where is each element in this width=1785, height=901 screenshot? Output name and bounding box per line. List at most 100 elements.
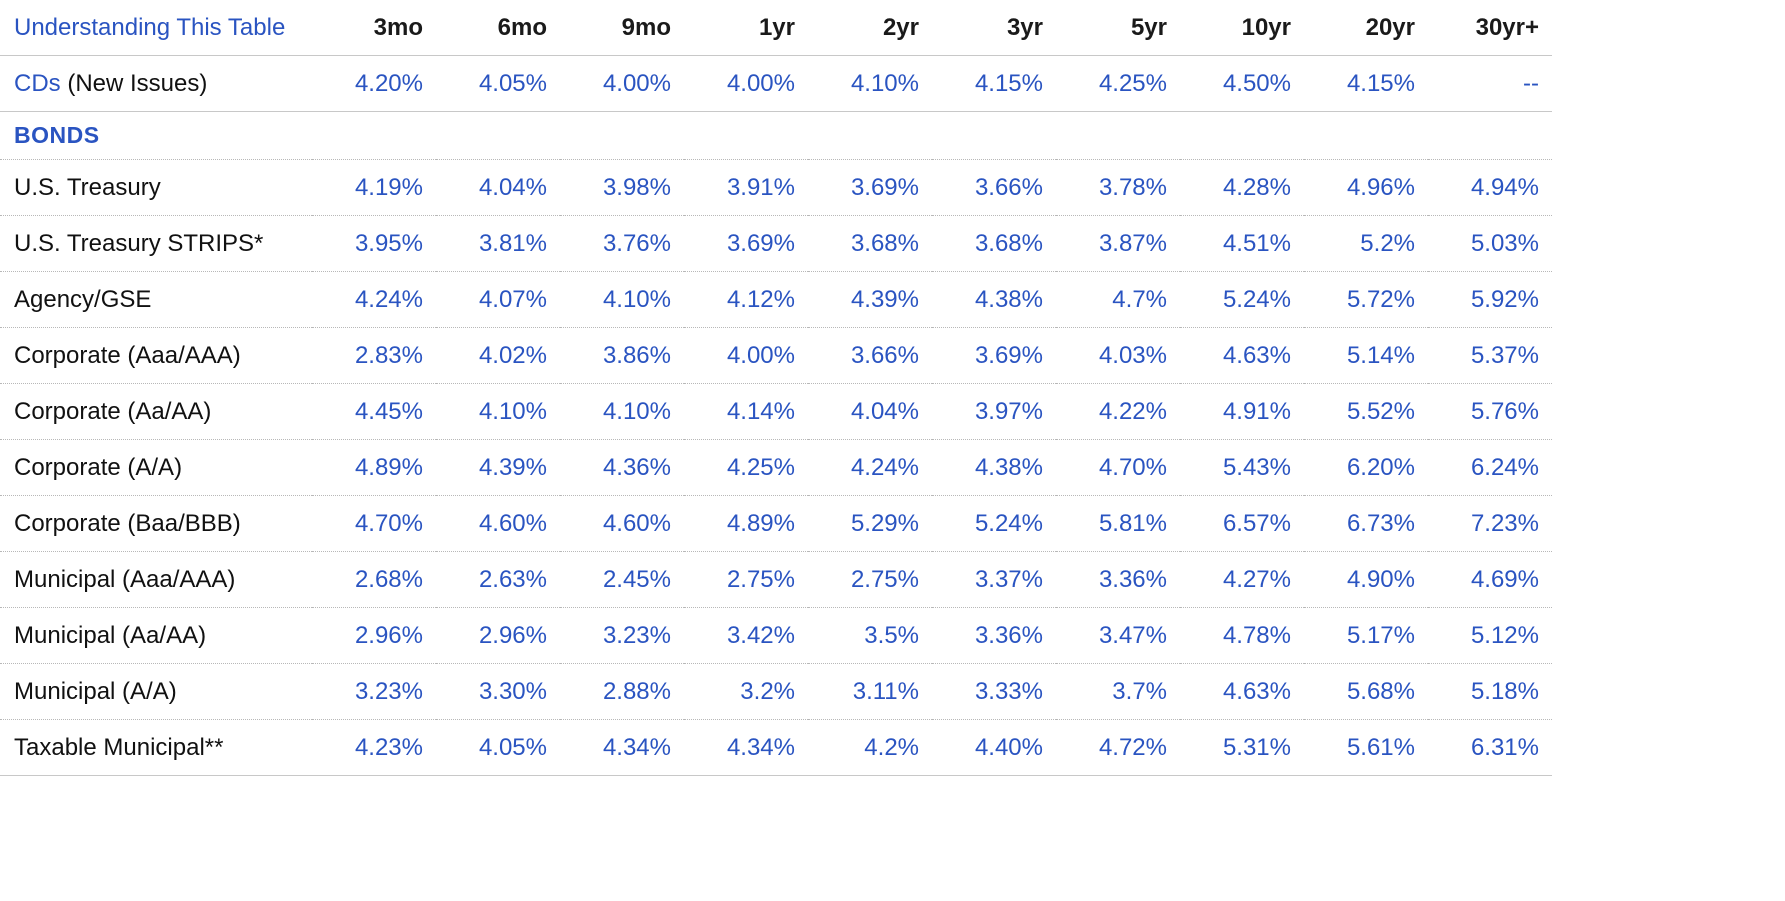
bond-rate-5yr[interactable]: 3.7% xyxy=(1056,663,1180,720)
bond-rate-9mo[interactable]: 4.60% xyxy=(560,495,684,552)
bond-rate-3mo[interactable]: 4.19% xyxy=(312,159,436,216)
bond-rate-6mo[interactable]: 4.05% xyxy=(436,719,560,776)
bond-rate-2yr[interactable]: 3.11% xyxy=(808,663,932,720)
bond-rate-20yr[interactable]: 5.61% xyxy=(1304,719,1428,776)
bond-rate-6mo[interactable]: 2.63% xyxy=(436,551,560,608)
bond-rate-9mo[interactable]: 2.45% xyxy=(560,551,684,608)
bond-rate-1yr[interactable]: 3.42% xyxy=(684,607,808,664)
cds-value-5yr[interactable]: 4.25% xyxy=(1056,55,1180,112)
bond-rate-3yr[interactable]: 3.97% xyxy=(932,383,1056,440)
bond-rate-1yr[interactable]: 3.2% xyxy=(684,663,808,720)
cds-value-6mo[interactable]: 4.05% xyxy=(436,55,560,112)
bond-rate-3mo[interactable]: 3.95% xyxy=(312,215,436,272)
bond-rate-10yr[interactable]: 4.63% xyxy=(1180,327,1304,384)
bond-rate-2yr[interactable]: 3.66% xyxy=(808,327,932,384)
bond-rate-9mo[interactable]: 3.98% xyxy=(560,159,684,216)
bond-rate-2yr[interactable]: 2.75% xyxy=(808,551,932,608)
bond-rate-6mo[interactable]: 4.39% xyxy=(436,439,560,496)
bond-rate-30yrplus[interactable]: 6.24% xyxy=(1428,439,1552,496)
bond-rate-3yr[interactable]: 4.38% xyxy=(932,439,1056,496)
bond-rate-1yr[interactable]: 4.34% xyxy=(684,719,808,776)
bond-rate-20yr[interactable]: 5.68% xyxy=(1304,663,1428,720)
bond-rate-6mo[interactable]: 4.04% xyxy=(436,159,560,216)
bond-rate-9mo[interactable]: 3.23% xyxy=(560,607,684,664)
cds-value-3yr[interactable]: 4.15% xyxy=(932,55,1056,112)
cds-value-1yr[interactable]: 4.00% xyxy=(684,55,808,112)
cds-value-2yr[interactable]: 4.10% xyxy=(808,55,932,112)
bond-rate-20yr[interactable]: 4.96% xyxy=(1304,159,1428,216)
bond-rate-9mo[interactable]: 3.76% xyxy=(560,215,684,272)
bond-rate-10yr[interactable]: 4.63% xyxy=(1180,663,1304,720)
bond-rate-2yr[interactable]: 4.24% xyxy=(808,439,932,496)
bond-rate-30yrplus[interactable]: 5.37% xyxy=(1428,327,1552,384)
bond-rate-1yr[interactable]: 4.25% xyxy=(684,439,808,496)
bond-rate-2yr[interactable]: 4.39% xyxy=(808,271,932,328)
bond-rate-5yr[interactable]: 4.03% xyxy=(1056,327,1180,384)
bond-rate-5yr[interactable]: 3.78% xyxy=(1056,159,1180,216)
bond-rate-9mo[interactable]: 4.10% xyxy=(560,383,684,440)
bond-rate-6mo[interactable]: 4.60% xyxy=(436,495,560,552)
bond-rate-10yr[interactable]: 4.27% xyxy=(1180,551,1304,608)
bond-rate-3mo[interactable]: 2.68% xyxy=(312,551,436,608)
bond-rate-5yr[interactable]: 4.22% xyxy=(1056,383,1180,440)
cds-link[interactable]: CDs xyxy=(14,69,61,97)
bond-rate-30yrplus[interactable]: 6.31% xyxy=(1428,719,1552,776)
bond-rate-1yr[interactable]: 3.91% xyxy=(684,159,808,216)
bond-rate-9mo[interactable]: 2.88% xyxy=(560,663,684,720)
bond-rate-6mo[interactable]: 4.10% xyxy=(436,383,560,440)
bond-rate-3yr[interactable]: 4.38% xyxy=(932,271,1056,328)
bond-rate-5yr[interactable]: 4.72% xyxy=(1056,719,1180,776)
cds-value-9mo[interactable]: 4.00% xyxy=(560,55,684,112)
bond-rate-3mo[interactable]: 4.70% xyxy=(312,495,436,552)
bond-rate-30yrplus[interactable]: 5.12% xyxy=(1428,607,1552,664)
bond-rate-10yr[interactable]: 4.28% xyxy=(1180,159,1304,216)
bond-rate-6mo[interactable]: 2.96% xyxy=(436,607,560,664)
bond-rate-2yr[interactable]: 3.68% xyxy=(808,215,932,272)
bond-rate-2yr[interactable]: 5.29% xyxy=(808,495,932,552)
bond-rate-20yr[interactable]: 6.20% xyxy=(1304,439,1428,496)
bond-rate-3yr[interactable]: 3.33% xyxy=(932,663,1056,720)
bond-rate-1yr[interactable]: 4.89% xyxy=(684,495,808,552)
bond-rate-10yr[interactable]: 5.31% xyxy=(1180,719,1304,776)
bond-rate-20yr[interactable]: 5.2% xyxy=(1304,215,1428,272)
bond-rate-20yr[interactable]: 5.52% xyxy=(1304,383,1428,440)
bond-rate-3mo[interactable]: 4.24% xyxy=(312,271,436,328)
bond-rate-20yr[interactable]: 5.72% xyxy=(1304,271,1428,328)
bond-rate-2yr[interactable]: 3.69% xyxy=(808,159,932,216)
bond-rate-20yr[interactable]: 5.17% xyxy=(1304,607,1428,664)
bond-rate-5yr[interactable]: 4.7% xyxy=(1056,271,1180,328)
bond-rate-1yr[interactable]: 2.75% xyxy=(684,551,808,608)
bond-rate-3yr[interactable]: 5.24% xyxy=(932,495,1056,552)
bond-rate-5yr[interactable]: 3.87% xyxy=(1056,215,1180,272)
bond-rate-3yr[interactable]: 3.69% xyxy=(932,327,1056,384)
bond-rate-1yr[interactable]: 3.69% xyxy=(684,215,808,272)
bond-rate-3yr[interactable]: 3.36% xyxy=(932,607,1056,664)
bond-rate-3yr[interactable]: 4.40% xyxy=(932,719,1056,776)
bond-rate-5yr[interactable]: 3.36% xyxy=(1056,551,1180,608)
bond-rate-6mo[interactable]: 3.81% xyxy=(436,215,560,272)
bond-rate-10yr[interactable]: 6.57% xyxy=(1180,495,1304,552)
bond-rate-2yr[interactable]: 3.5% xyxy=(808,607,932,664)
bond-rate-2yr[interactable]: 4.04% xyxy=(808,383,932,440)
bond-rate-5yr[interactable]: 4.70% xyxy=(1056,439,1180,496)
bond-rate-10yr[interactable]: 4.78% xyxy=(1180,607,1304,664)
bond-rate-30yrplus[interactable]: 5.76% xyxy=(1428,383,1552,440)
cds-value-20yr[interactable]: 4.15% xyxy=(1304,55,1428,112)
understanding-table-link[interactable]: Understanding This Table xyxy=(14,13,286,41)
bond-rate-5yr[interactable]: 5.81% xyxy=(1056,495,1180,552)
bond-rate-20yr[interactable]: 4.90% xyxy=(1304,551,1428,608)
bond-rate-3yr[interactable]: 3.66% xyxy=(932,159,1056,216)
bond-rate-30yrplus[interactable]: 5.18% xyxy=(1428,663,1552,720)
bond-rate-5yr[interactable]: 3.47% xyxy=(1056,607,1180,664)
bond-rate-9mo[interactable]: 3.86% xyxy=(560,327,684,384)
bond-rate-30yrplus[interactable]: 5.92% xyxy=(1428,271,1552,328)
bond-rate-1yr[interactable]: 4.14% xyxy=(684,383,808,440)
cds-value-10yr[interactable]: 4.50% xyxy=(1180,55,1304,112)
bond-rate-30yrplus[interactable]: 4.94% xyxy=(1428,159,1552,216)
bond-rate-3mo[interactable]: 2.96% xyxy=(312,607,436,664)
bond-rate-9mo[interactable]: 4.34% xyxy=(560,719,684,776)
bond-rate-9mo[interactable]: 4.10% xyxy=(560,271,684,328)
bond-rate-30yrplus[interactable]: 5.03% xyxy=(1428,215,1552,272)
bond-rate-10yr[interactable]: 4.91% xyxy=(1180,383,1304,440)
bond-rate-3mo[interactable]: 4.23% xyxy=(312,719,436,776)
